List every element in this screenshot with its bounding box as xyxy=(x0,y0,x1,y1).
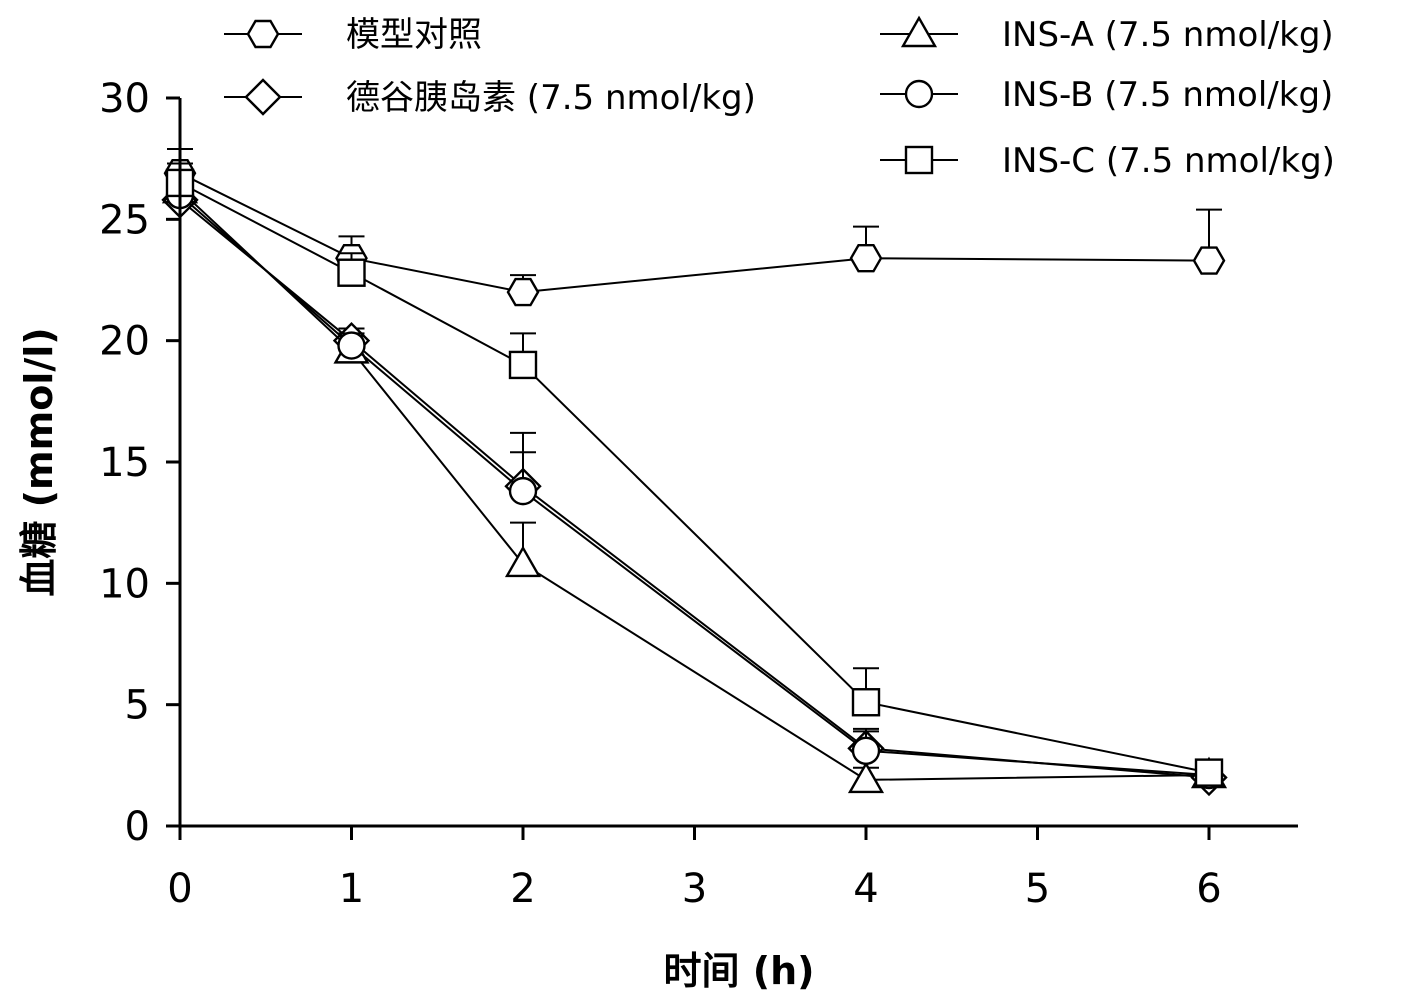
legend-marker xyxy=(246,19,280,49)
legend-item: 模型对照 xyxy=(224,15,482,55)
legend-item: INS-B (7.5 nmol/kg) xyxy=(880,75,1333,115)
x-tick-label: 3 xyxy=(682,866,707,912)
data-point xyxy=(337,258,366,287)
x-tick-label: 4 xyxy=(853,866,878,912)
y-tick-label: 5 xyxy=(125,683,150,729)
series-3 xyxy=(161,171,1228,794)
series-line xyxy=(179,199,1210,779)
data-point xyxy=(337,331,366,360)
data-point xyxy=(851,736,881,765)
legend-label: INS-B (7.5 nmol/kg) xyxy=(1002,75,1333,115)
data-point xyxy=(1192,246,1226,275)
legend-label: 模型对照 xyxy=(346,15,482,55)
data-point xyxy=(508,476,538,506)
data-point xyxy=(847,761,885,794)
y-tick-label: 20 xyxy=(99,319,150,365)
legend-item: 德谷胰岛素 (7.5 nmol/kg) xyxy=(224,78,756,118)
data-point xyxy=(1194,758,1224,787)
y-tick-label: 0 xyxy=(125,804,150,850)
x-tick-label: 2 xyxy=(510,866,535,912)
y-tick-label: 10 xyxy=(99,561,150,607)
legend-marker xyxy=(900,15,938,48)
data-point xyxy=(851,688,881,717)
y-tick-label: 15 xyxy=(99,440,150,486)
series-layer xyxy=(161,147,1228,797)
legend-item: INS-C (7.5 nmol/kg) xyxy=(880,141,1335,181)
series-5 xyxy=(165,162,1224,787)
legend-item: INS-A (7.5 nmol/kg) xyxy=(880,15,1334,55)
x-tick-label: 0 xyxy=(167,866,192,912)
legend-marker xyxy=(904,79,934,109)
y-tick-label: 25 xyxy=(99,197,150,243)
data-point xyxy=(849,243,883,273)
x-tick-label: 6 xyxy=(1196,866,1221,912)
series-line xyxy=(179,189,1210,781)
x-tick-label: 5 xyxy=(1025,866,1050,912)
x-tick-label: 1 xyxy=(339,866,364,912)
plot-area: 0 1 2 3 4 5 6 0 5 10 15 20 25 30 xyxy=(99,76,1298,912)
legend-label: 德谷胰岛素 (7.5 nmol/kg) xyxy=(346,78,756,118)
axes xyxy=(178,98,1298,828)
data-point xyxy=(504,545,542,578)
legend-marker xyxy=(904,145,934,175)
series-line xyxy=(179,172,1210,294)
series-line xyxy=(179,194,1210,776)
series-2 xyxy=(161,179,1228,797)
series-4 xyxy=(165,172,1224,790)
legend-label: INS-A (7.5 nmol/kg) xyxy=(1002,15,1334,55)
legend-label: INS-C (7.5 nmol/kg) xyxy=(1002,141,1335,181)
legend-marker xyxy=(244,78,282,116)
ticks: 0 1 2 3 4 5 6 0 5 10 15 20 25 30 xyxy=(99,76,1222,912)
y-tick-label: 30 xyxy=(99,76,150,122)
x-axis-title: 时间 (h) xyxy=(663,949,814,993)
y-axis-title: 血糖 (mmol/l) xyxy=(17,327,61,596)
data-point xyxy=(508,350,538,380)
series-line xyxy=(179,182,1210,774)
data-point xyxy=(506,277,540,307)
